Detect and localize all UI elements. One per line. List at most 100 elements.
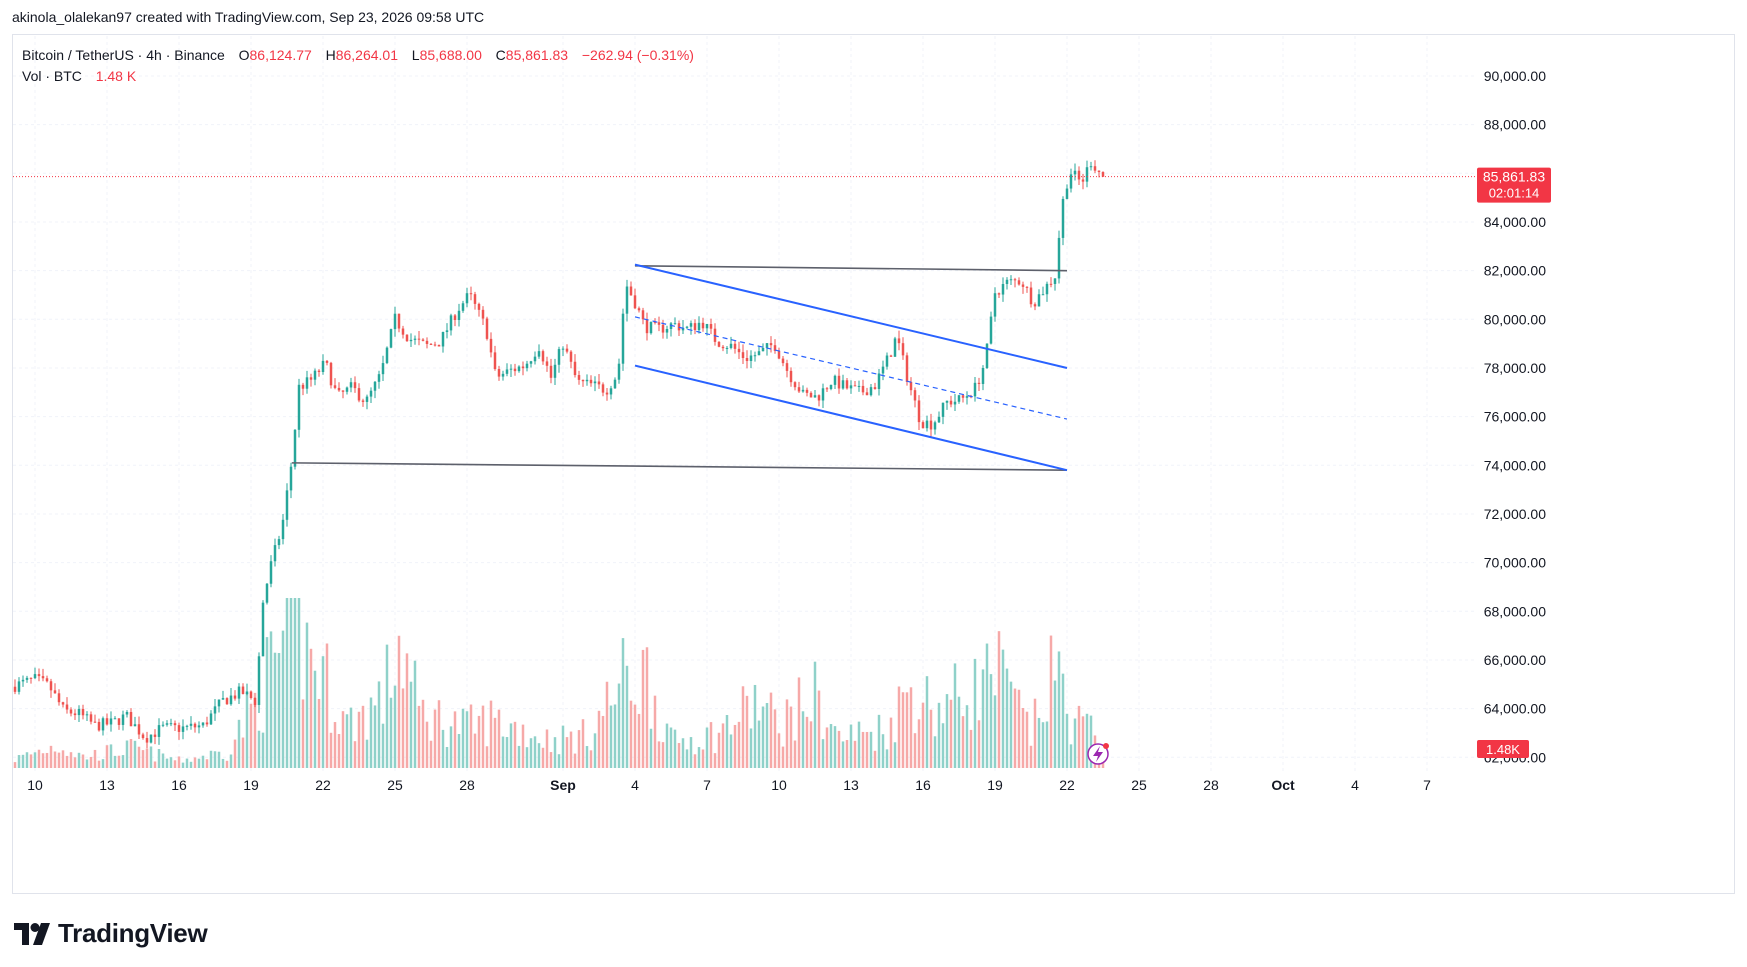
candle-body — [117, 718, 121, 725]
volume-bar — [245, 693, 249, 768]
volume-bar — [1065, 713, 1069, 768]
candle — [1029, 281, 1033, 308]
price-tick-label: 68,000.00 — [1484, 603, 1546, 619]
candle-body — [961, 395, 965, 398]
candle — [573, 354, 577, 378]
candle — [925, 415, 929, 432]
volume-bar — [217, 751, 221, 768]
candle-body — [365, 396, 369, 402]
volume-bar — [197, 758, 201, 768]
candle — [1005, 277, 1009, 290]
symbol-description[interactable]: Bitcoin / TetherUS · 4h · Binance — [22, 47, 225, 63]
volume-bar — [333, 722, 337, 768]
candle-body — [209, 713, 213, 725]
volume-bar — [345, 714, 349, 768]
price-tick-label: 80,000.00 — [1484, 311, 1546, 327]
candle — [57, 689, 61, 706]
last-price-badge — [1477, 167, 1551, 203]
candle — [713, 323, 717, 346]
candle-body — [261, 602, 265, 657]
volume-bar — [321, 656, 325, 768]
candle-body — [1089, 166, 1093, 168]
candle-body — [1061, 198, 1065, 238]
candle — [213, 699, 217, 721]
volume-bar — [825, 727, 829, 768]
volume-bar — [441, 729, 445, 768]
candle-body — [501, 373, 505, 377]
candle-body — [993, 293, 997, 317]
candle-body — [893, 338, 897, 357]
candle — [305, 370, 309, 394]
candle-body — [245, 691, 249, 694]
candle — [125, 710, 129, 718]
volume-bar — [1069, 744, 1073, 768]
candle — [793, 381, 797, 391]
volume-bar — [649, 728, 653, 768]
price-tick-label: 88,000.00 — [1484, 117, 1546, 133]
date-tick-label: 4 — [631, 777, 639, 793]
candle — [933, 420, 937, 435]
candle-body — [765, 343, 769, 348]
candle — [597, 373, 601, 389]
candle-body — [957, 395, 961, 402]
candle-body — [161, 724, 165, 726]
candle-body — [549, 365, 553, 378]
volume-bar — [209, 750, 213, 768]
price-chart[interactable]: 90,000.0088,000.0086,000.0084,000.0082,0… — [0, 0, 1747, 900]
legend-row-ohlc: Bitcoin / TetherUS · 4h · Binance O86,12… — [22, 45, 694, 66]
candle — [761, 343, 765, 352]
candle — [909, 377, 913, 396]
volume-value: 1.48 K — [95, 68, 137, 84]
volume-bar — [489, 700, 493, 768]
chart-pane[interactable] — [12, 34, 1735, 894]
candle — [21, 675, 25, 687]
volume-bar — [373, 705, 377, 768]
volume-bar — [13, 762, 17, 768]
volume-bar — [417, 705, 421, 768]
volume-bar — [601, 715, 605, 768]
candle-body — [249, 691, 253, 698]
volume-bar — [157, 749, 161, 768]
volume-bar — [673, 729, 677, 768]
candle — [697, 316, 701, 334]
candle-body — [273, 545, 277, 562]
candle-body — [909, 381, 913, 391]
candle — [677, 320, 681, 336]
lightning-icon-bolt — [1093, 746, 1103, 762]
candle — [977, 377, 981, 391]
candle-body — [1081, 179, 1085, 182]
date-tick-label: 25 — [1131, 777, 1147, 793]
volume-bar — [1089, 715, 1093, 768]
volume-bar — [865, 731, 869, 768]
candle-body — [1085, 167, 1089, 182]
candle-body — [125, 712, 129, 715]
candle — [601, 382, 605, 397]
volume-bar — [221, 758, 225, 768]
candle — [817, 394, 821, 407]
candle — [349, 377, 353, 393]
volume-bar — [205, 759, 209, 768]
volume-bar — [709, 722, 713, 768]
candle — [685, 325, 689, 330]
candle — [501, 370, 505, 381]
candle-body — [409, 339, 413, 342]
volume-bar — [893, 742, 897, 768]
lightning-icon[interactable] — [1087, 743, 1109, 765]
candle — [965, 391, 969, 405]
candle — [265, 583, 269, 605]
volume-bar — [129, 739, 133, 768]
candle-body — [349, 382, 353, 388]
candle — [753, 351, 757, 362]
candle — [77, 705, 81, 723]
candle-body — [45, 678, 49, 682]
candle — [269, 555, 273, 588]
volume-label[interactable]: Vol · BTC — [22, 68, 82, 84]
candle — [97, 718, 101, 732]
candle — [981, 365, 985, 391]
candle — [61, 701, 65, 708]
candle-body — [1037, 294, 1041, 307]
tradingview-logo[interactable]: TradingView — [14, 918, 208, 949]
candle-body — [141, 734, 145, 739]
candle — [401, 325, 405, 339]
grid-lines — [13, 36, 1475, 772]
